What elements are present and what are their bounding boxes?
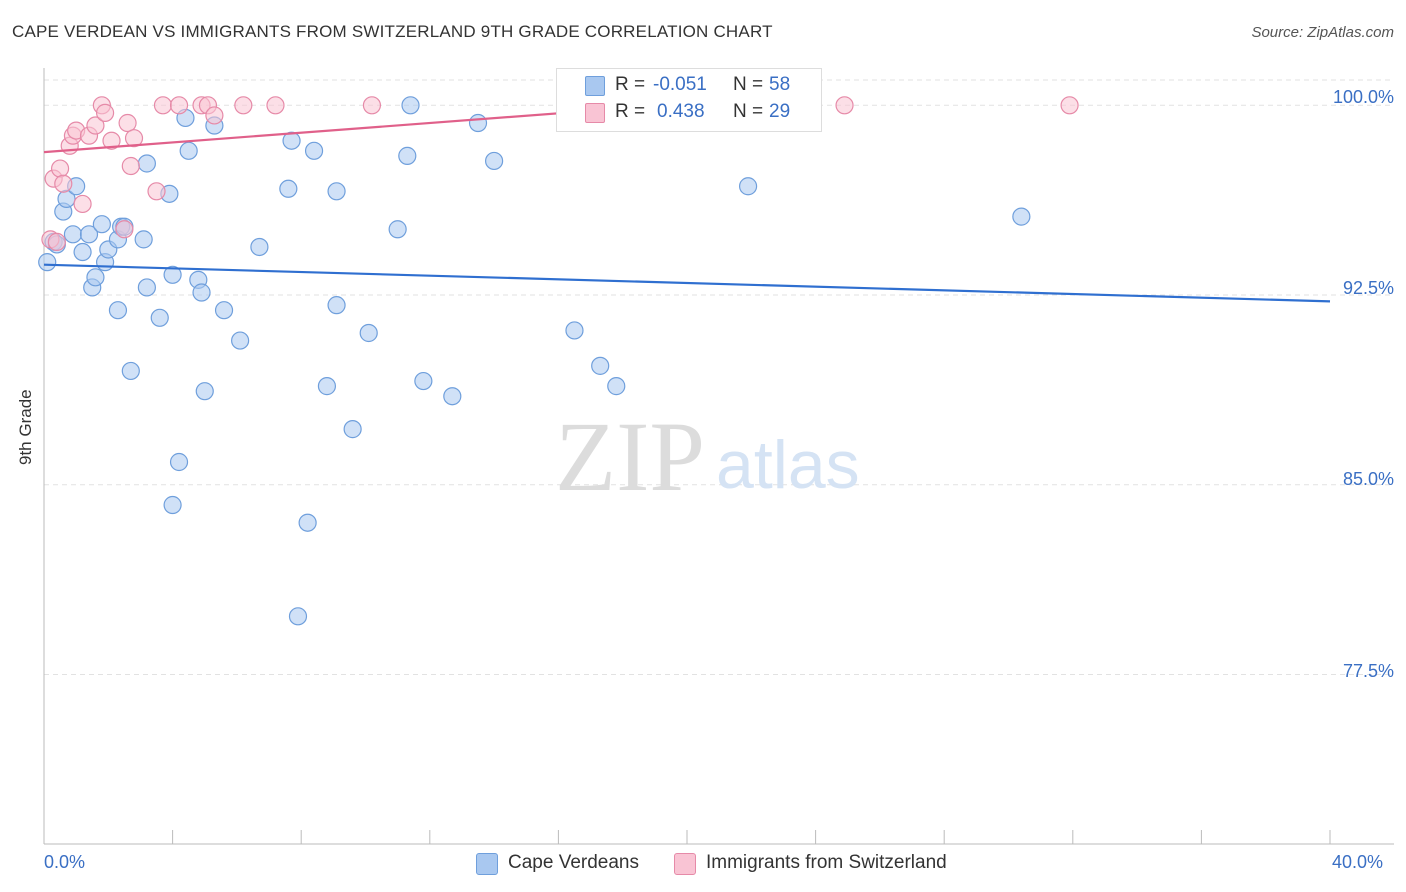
switzerland-point <box>234 96 253 115</box>
legend-n-label: N = <box>733 101 764 122</box>
switzerland-point <box>102 131 121 150</box>
cape-verdean-point <box>250 237 269 257</box>
cape-verdean-point <box>121 361 140 381</box>
switzerland-point <box>205 106 224 125</box>
cape-verdean-point <box>282 131 301 150</box>
cape-verdean-point <box>108 301 128 320</box>
watermark-atlas: atlas <box>716 427 860 503</box>
cape-verdean-point <box>214 301 234 320</box>
legend-n-label: N = <box>733 74 764 95</box>
cape-verdean-point <box>401 96 420 115</box>
switzerland-point <box>115 220 134 239</box>
switzerland-point <box>118 113 137 133</box>
legend-label: Cape Verdeans <box>508 852 639 873</box>
cape-verdean-trendline <box>43 263 1331 303</box>
legend-r-label: R = <box>615 74 646 95</box>
cape-verdean-point <box>134 230 153 249</box>
cape-verdean-point <box>327 182 346 201</box>
cape-verdean-point <box>192 283 211 302</box>
y-tick-label: 92.5% <box>1342 278 1394 298</box>
x-tick-label: 0.0% <box>44 852 86 872</box>
y-tick-label: 100.0% <box>1332 87 1394 107</box>
cape-verdean-point <box>343 420 362 439</box>
y-tick-label: 77.5% <box>1342 661 1394 681</box>
legend-r-value: 0.438 <box>657 101 705 122</box>
switzerland-point <box>54 174 73 193</box>
cape-verdean-point <box>150 308 169 327</box>
switzerland-point <box>50 159 70 178</box>
cape-verdean-point <box>738 177 758 196</box>
switzerland-point <box>153 96 173 115</box>
cape-verdean-point <box>1012 207 1031 226</box>
legend-n-value: 58 <box>769 74 791 95</box>
cape-verdean-point <box>565 321 584 340</box>
legend-swatch-pink <box>585 103 605 123</box>
watermark: ZIP atlas <box>555 401 860 512</box>
cape-verdean-point <box>179 141 198 160</box>
legend-swatch-pink <box>674 853 696 875</box>
cape-verdean-point <box>327 296 346 315</box>
cape-verdean-point <box>137 154 156 173</box>
switzerland-point <box>266 96 285 115</box>
legend-swatch-blue <box>476 853 498 875</box>
axes <box>43 68 1394 845</box>
cape-verdean-point <box>169 452 189 472</box>
cape-verdean-point <box>279 179 298 198</box>
cape-verdean-point <box>38 253 57 272</box>
legend-row-cape-verdeans: R = -0.051 N = 58 <box>557 73 821 99</box>
data-points <box>38 96 1079 626</box>
cape-verdean-point <box>163 495 182 515</box>
cape-verdean-point <box>86 268 105 287</box>
legend-r-value: -0.051 <box>653 74 707 95</box>
watermark-zip: ZIP <box>555 401 705 512</box>
legend-n-value: 29 <box>769 101 791 122</box>
legend-swatch-blue <box>585 76 605 96</box>
switzerland-point <box>835 96 854 115</box>
cape-verdean-point <box>92 215 111 234</box>
switzerland-point <box>147 182 166 201</box>
y-axis-label: 9th Grade <box>16 389 35 465</box>
legend-row-switzerland: R = 0.438 N = 29 <box>557 100 821 126</box>
switzerland-point <box>86 116 105 135</box>
cape-verdean-point <box>591 356 610 375</box>
cape-verdean-point <box>137 278 156 297</box>
cape-verdean-point <box>317 377 337 396</box>
cape-verdean-point <box>468 113 488 133</box>
switzerland-point <box>362 96 382 115</box>
switzerland-point <box>121 156 140 176</box>
cape-verdean-point <box>398 146 417 165</box>
source-label: Source: ZipAtlas.com <box>1251 24 1394 41</box>
cape-verdean-point <box>163 265 182 284</box>
cape-verdean-point <box>288 607 308 626</box>
cape-verdean-point <box>388 220 407 239</box>
cape-verdean-point <box>79 225 99 244</box>
cape-verdean-point <box>73 242 92 262</box>
cape-verdean-point <box>304 141 324 160</box>
switzerland-point <box>95 103 115 122</box>
switzerland-point <box>47 232 66 252</box>
cape-verdean-point <box>414 371 433 391</box>
cape-verdean-point <box>63 225 83 244</box>
legend-r-label: R = <box>615 101 646 122</box>
cape-verdean-point <box>298 513 317 532</box>
gridlines <box>44 79 1394 676</box>
stats-legend: R = -0.051 N = 58 R = 0.438 N = 29 <box>556 68 822 132</box>
cape-verdean-point <box>485 151 504 171</box>
cape-verdean-point <box>195 382 214 401</box>
switzerland-point <box>169 96 189 115</box>
cape-verdean-point <box>607 377 626 396</box>
series-legend: Cape Verdeans Immigrants from Switzerlan… <box>0 852 1406 878</box>
switzerland-point <box>73 194 92 214</box>
cape-verdean-point <box>443 387 462 406</box>
x-tick-label: 40.0% <box>1332 852 1384 872</box>
chart-title: CAPE VERDEAN VS IMMIGRANTS FROM SWITZERL… <box>12 22 773 41</box>
legend-label: Immigrants from Switzerland <box>706 852 947 873</box>
trend-lines <box>43 104 1331 303</box>
y-tick-label: 85.0% <box>1342 469 1394 489</box>
switzerland-point <box>1060 96 1079 115</box>
cape-verdean-point <box>231 331 250 350</box>
cape-verdean-point <box>359 323 378 343</box>
switzerland-point <box>124 129 144 148</box>
